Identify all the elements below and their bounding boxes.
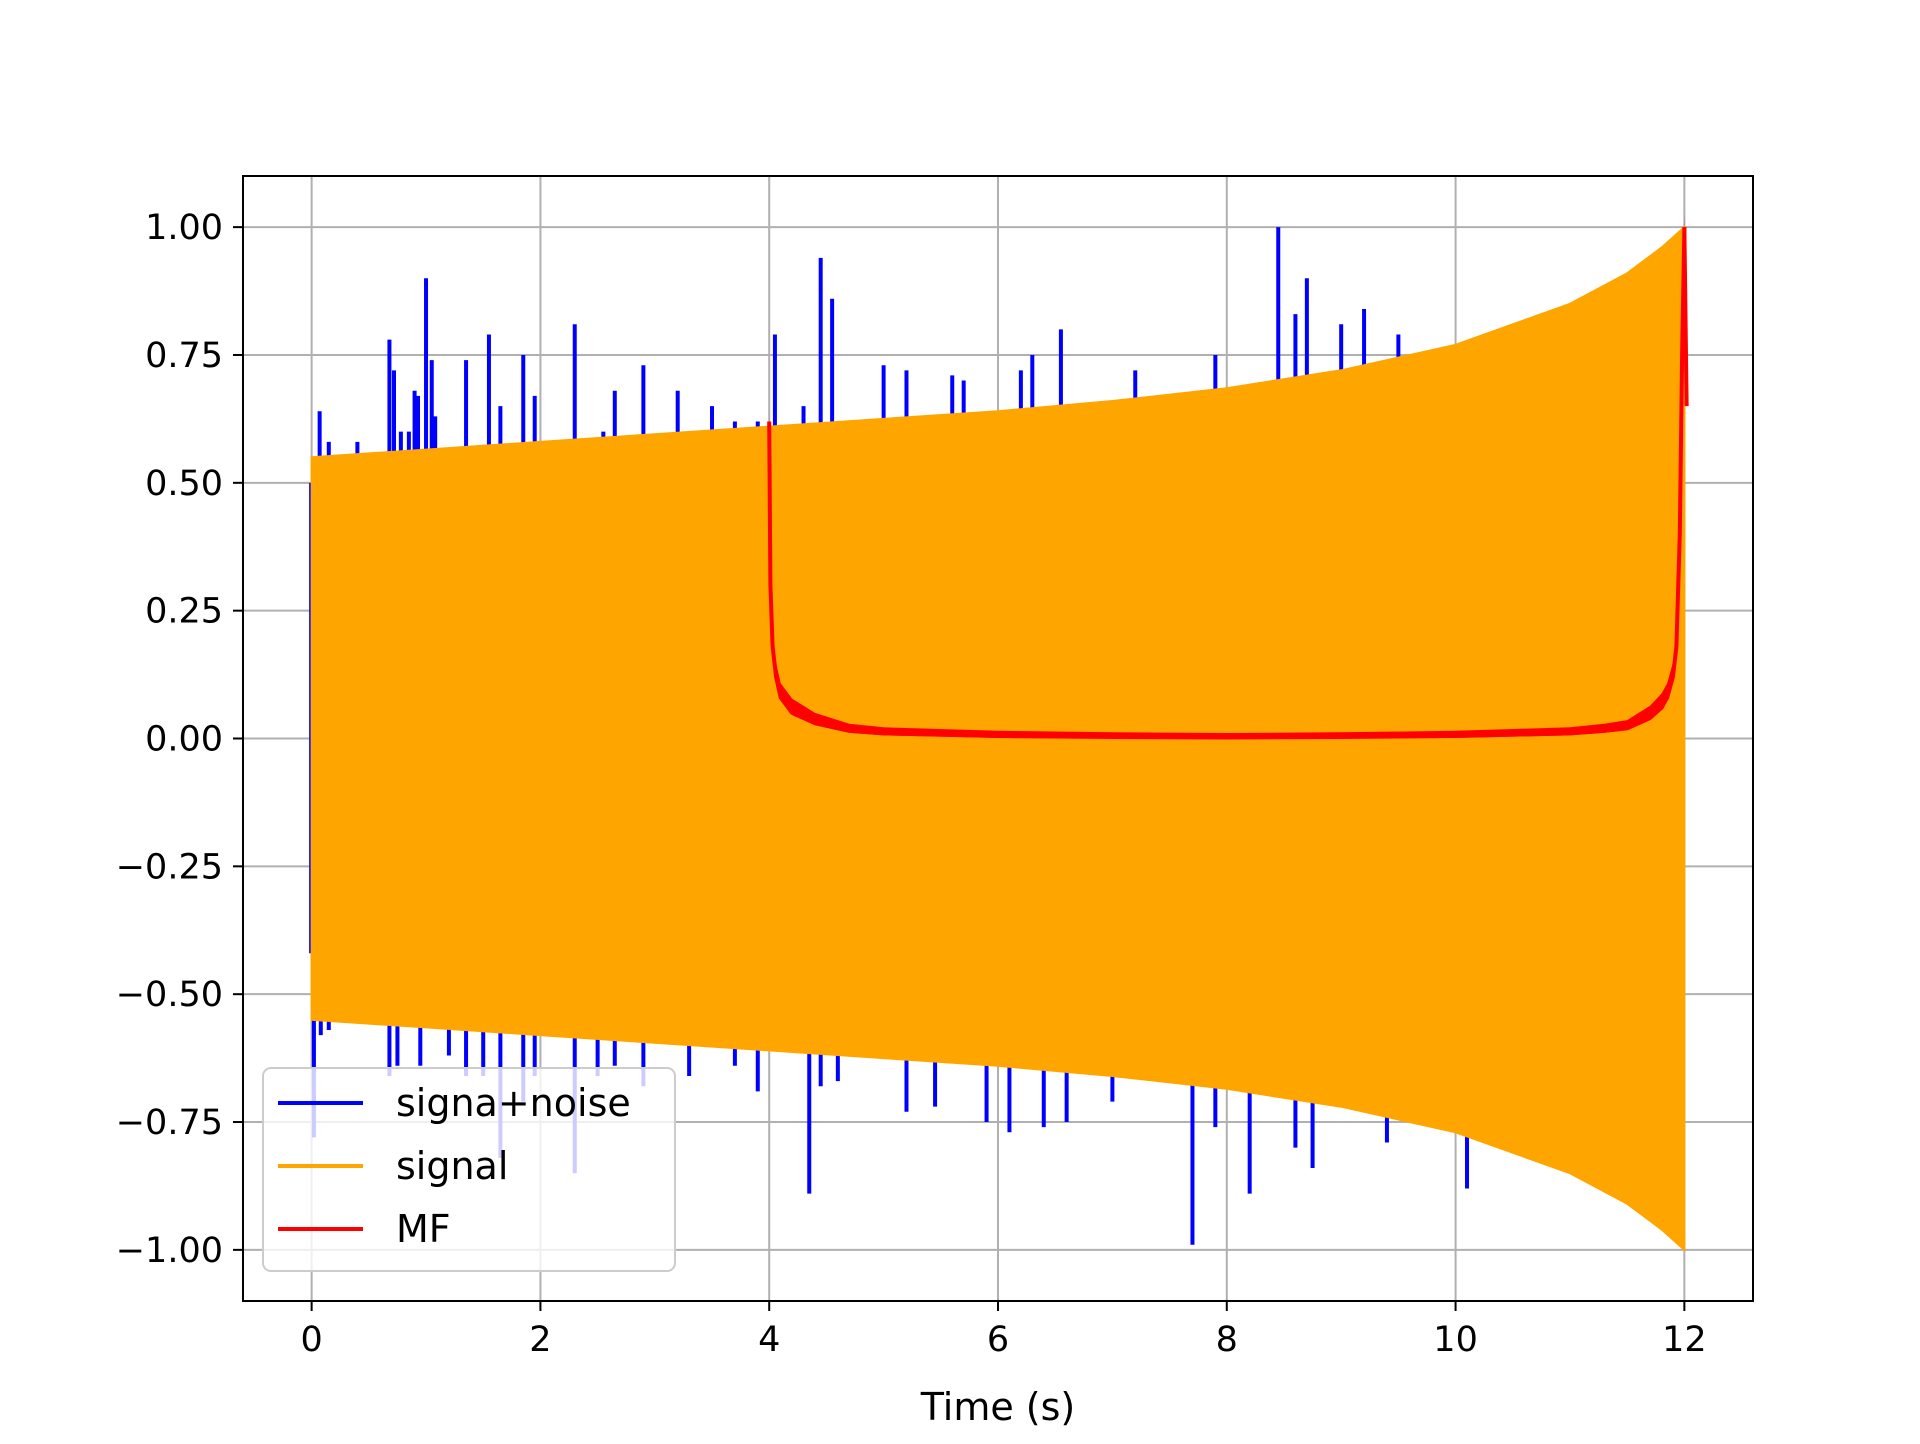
legend-box [262, 1067, 676, 1272]
data-layer [309, 212, 1689, 1253]
mf-line [767, 227, 1687, 740]
legend-label: MF [396, 1207, 451, 1251]
x-tick-label: 10 [1433, 1320, 1478, 1360]
x-tick-label: 8 [1216, 1320, 1238, 1360]
x-tick-label: 2 [529, 1320, 551, 1360]
legend-label: signal [396, 1144, 508, 1188]
y-tick-label: −0.25 [116, 847, 223, 887]
legend: signa+noise signal MF [262, 1067, 676, 1272]
y-tick-label: 0.25 [145, 592, 223, 632]
x-tick-label: 0 [300, 1320, 322, 1360]
x-tick-label: 4 [758, 1320, 780, 1360]
legend-label: signa+noise [396, 1081, 631, 1125]
series-signal [310, 224, 1686, 1253]
mf-end-line [1682, 227, 1689, 407]
y-tick-label: −0.75 [116, 1103, 223, 1143]
tick-layer: 0 2 4 6 8 10 12 −1.00 −0.75 −0.50 −0.25 0.00 0.25 0.5… [116, 208, 1707, 1360]
y-tick-label: 0.50 [145, 464, 223, 504]
signal-band [310, 224, 1686, 1253]
y-tick-label: −1.00 [116, 1231, 223, 1271]
x-tick-label: 6 [987, 1320, 1009, 1360]
y-tick-label: −0.50 [116, 975, 223, 1015]
series-mf [767, 212, 1689, 740]
y-tick-label: 0.00 [145, 720, 223, 760]
x-tick-label: 12 [1662, 1320, 1707, 1360]
x-axis-label: Time (s) [920, 1385, 1076, 1429]
y-tick-label: 0.75 [145, 336, 223, 376]
y-tick-label: 1.00 [145, 208, 223, 248]
